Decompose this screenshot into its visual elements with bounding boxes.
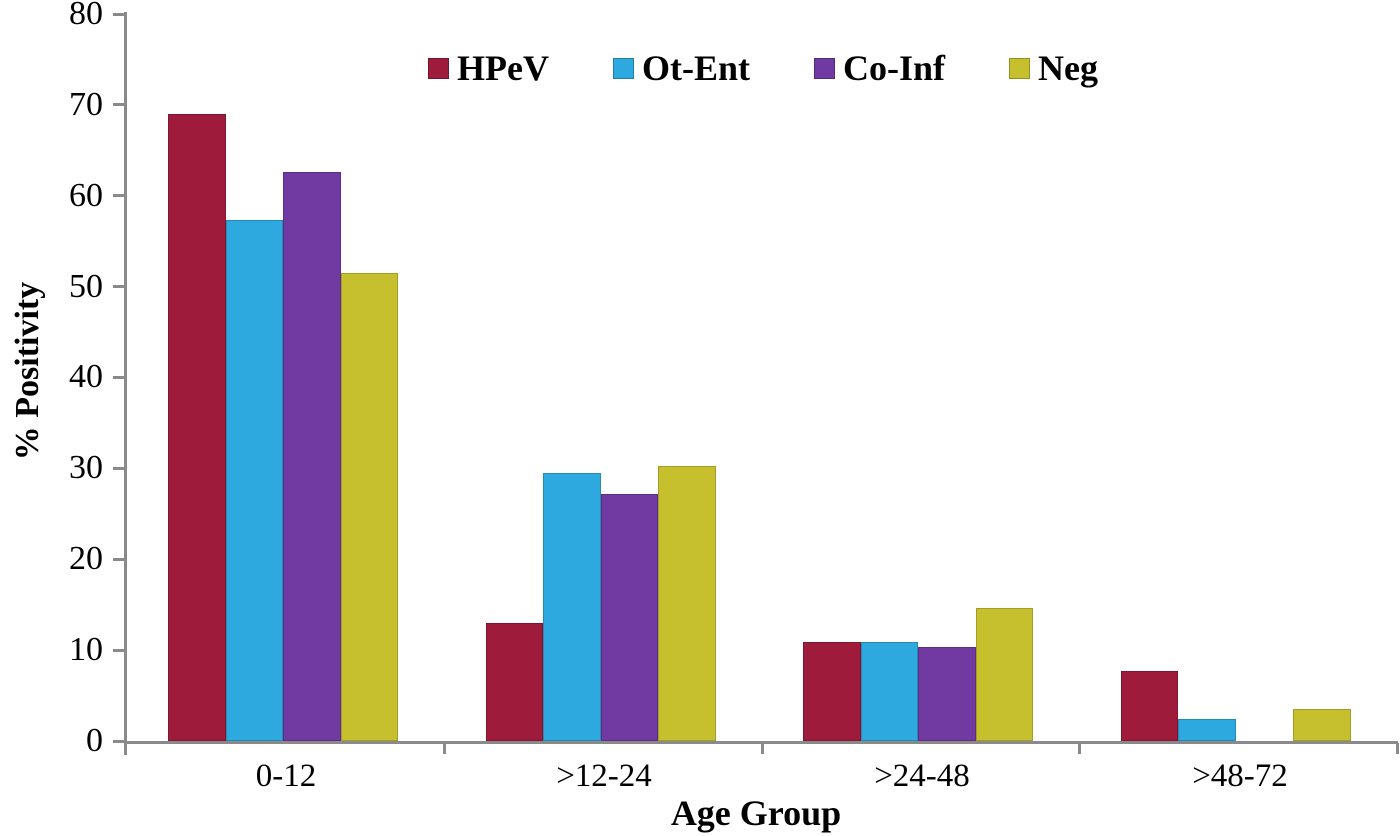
- chart-legend: HPeV Ot-Ent Co-Inf Neg: [428, 50, 1098, 86]
- y-tick-mark-60: [113, 194, 125, 198]
- y-tick-mark-0: [113, 739, 125, 743]
- y-tick-mark-40: [113, 376, 125, 379]
- bar-ot-ent->12-24: [543, 472, 601, 741]
- y-tick-mark-50: [113, 285, 125, 289]
- y-tick-label-70: 70: [69, 86, 103, 123]
- x-tick-mark-2: [760, 743, 764, 754]
- y-tick-label-20: 20: [69, 540, 103, 577]
- x-tick-mark-1: [443, 743, 446, 754]
- legend-label-ot-ent: Ot-Ent: [641, 48, 750, 88]
- x-tick-label-48-72: >48-72: [1192, 758, 1288, 794]
- x-tick-mark-3: [1078, 743, 1081, 754]
- legend-label-hpev: HPeV: [457, 48, 549, 88]
- bar-neg->24-48: [975, 608, 1033, 741]
- bar-co-inf->12-24: [600, 493, 658, 741]
- bar-hpev->12-24: [485, 622, 543, 741]
- y-tick-label-10: 10: [69, 631, 103, 668]
- y-tick-mark-10: [113, 648, 125, 652]
- bar-neg-0-12: [340, 273, 398, 741]
- y-tick-mark-70: [113, 103, 125, 107]
- legend-swatch-neg-icon: [1008, 57, 1030, 79]
- y-tick-mark-20: [113, 557, 125, 561]
- y-tick-label-0: 0: [86, 722, 103, 759]
- legend-item-ot-ent: Ot-Ent: [612, 48, 750, 88]
- bar-neg->48-72: [1293, 709, 1351, 741]
- legend-label-co-inf: Co-Inf: [842, 48, 945, 88]
- legend-item-co-inf: Co-Inf: [813, 48, 945, 88]
- bar-hpev-0-12: [168, 113, 226, 741]
- y-tick-mark-80: [113, 12, 125, 16]
- x-axis-title: Age Group: [670, 793, 842, 833]
- legend-label-neg: Neg: [1037, 48, 1098, 88]
- x-tick-label-0-12: 0-12: [255, 758, 317, 794]
- y-tick-label-40: 40: [69, 358, 103, 395]
- x-tick-label-24-48: >24-48: [874, 758, 970, 794]
- y-tick-label-30: 30: [69, 449, 103, 486]
- legend-item-hpev: HPeV: [428, 50, 549, 86]
- y-tick-label-50: 50: [69, 268, 103, 305]
- plot-area: [113, 12, 1399, 755]
- legend-swatch-hpev-icon: [428, 57, 449, 79]
- bar-ot-ent->24-48: [860, 641, 918, 741]
- y-axis-line: [124, 12, 127, 755]
- bar-ot-ent-0-12: [225, 220, 283, 741]
- y-tick-label-60: 60: [69, 177, 103, 214]
- bar-neg->12-24: [658, 465, 716, 741]
- y-tick-label-80: 80: [69, 0, 103, 32]
- bar-hpev->24-48: [803, 641, 861, 741]
- bar-co-inf-0-12: [283, 172, 341, 741]
- legend-swatch-co-inf-icon: [813, 57, 835, 79]
- bar-hpev->48-72: [1120, 671, 1178, 741]
- legend-item-neg: Neg: [1008, 48, 1098, 88]
- bar-ot-ent->48-72: [1178, 719, 1236, 741]
- y-tick-mark-30: [113, 466, 125, 470]
- x-axis-line: [124, 741, 1398, 744]
- bar-co-inf->24-48: [918, 647, 976, 741]
- x-tick-label-12-24: >12-24: [556, 758, 652, 794]
- legend-swatch-ot-ent-icon: [612, 57, 634, 79]
- x-tick-mark-4: [1395, 743, 1399, 754]
